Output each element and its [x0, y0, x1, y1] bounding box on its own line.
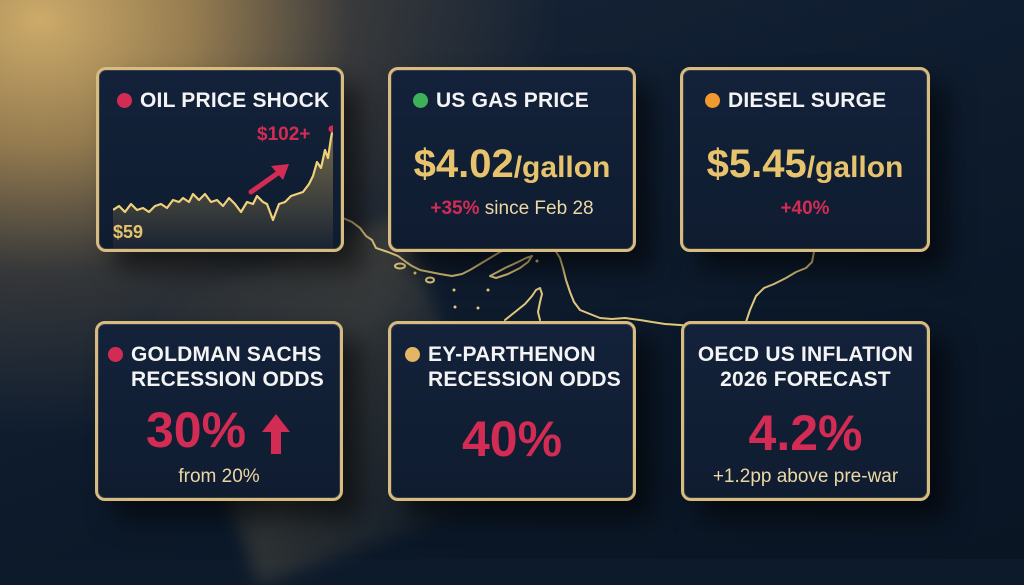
- red-dot-icon: [108, 347, 123, 362]
- title-line-1: EY-PARTHENON: [428, 343, 596, 366]
- orange-dot-icon: [705, 93, 720, 108]
- change-suffix: since Feb 28: [479, 198, 594, 219]
- red-dot-icon: [117, 93, 132, 108]
- card-header: EY-PARTHENON RECESSION ODDS: [405, 342, 621, 392]
- card-title: EY-PARTHENON RECESSION ODDS: [428, 342, 621, 392]
- title-line-2: 2026 FORECAST: [720, 368, 891, 391]
- green-dot-icon: [413, 93, 428, 108]
- ey-parthenon-recession-card: EY-PARTHENON RECESSION ODDS 40%: [388, 321, 636, 501]
- card-title: DIESEL SURGE: [728, 89, 887, 112]
- card-title: GOLDMAN SACHS RECESSION ODDS: [131, 342, 324, 392]
- card-header: OIL PRICE SHOCK: [117, 88, 329, 113]
- card-header: DIESEL SURGE: [705, 88, 886, 113]
- change-percent: +35%: [430, 198, 480, 219]
- price-amount: $5.45: [706, 142, 807, 186]
- gas-price-change: +35% since Feb 28: [391, 198, 633, 220]
- diesel-price-change: +40%: [780, 198, 830, 219]
- card-title: US GAS PRICE: [436, 89, 589, 112]
- title-line-1: GOLDMAN SACHS: [131, 343, 322, 366]
- price-unit: /gallon: [513, 151, 611, 184]
- diesel-price-value: $5.45/gallon: [683, 142, 927, 187]
- chart-end-label: $102+: [257, 124, 311, 145]
- title-line-2: RECESSION ODDS: [428, 368, 621, 391]
- oil-price-shock-card: OIL PRICE SHOCK $102+ $59: [96, 67, 344, 252]
- trend-up-arrow-icon: [248, 164, 289, 195]
- card-header: US GAS PRICE: [413, 88, 589, 113]
- gas-price-value: $4.02/gallon: [391, 142, 633, 187]
- card-title: OIL PRICE SHOCK: [140, 89, 330, 112]
- recession-odds-value: 30%: [98, 402, 340, 458]
- card-header: OECD US INFLATION 2026 FORECAST: [684, 342, 927, 392]
- chart-end-point: [328, 125, 333, 133]
- arrow-up-icon: [261, 413, 290, 454]
- goldman-sachs-recession-card: GOLDMAN SACHS RECESSION ODDS 30% from 20…: [95, 321, 343, 501]
- price-amount: $4.02: [413, 142, 514, 186]
- chart-start-label: $59: [113, 222, 144, 242]
- gold-dot-icon: [405, 347, 420, 362]
- price-unit: /gallon: [806, 151, 904, 184]
- title-line-1: OECD US INFLATION: [697, 343, 914, 366]
- chart-line: [113, 127, 333, 222]
- card-title: OECD US INFLATION 2026 FORECAST: [698, 342, 913, 392]
- recession-odds-value: 40%: [461, 411, 563, 467]
- card-header: GOLDMAN SACHS RECESSION ODDS: [108, 342, 324, 392]
- title-line-2: RECESSION ODDS: [131, 368, 324, 391]
- inflation-forecast-note: +1.2pp above pre-war: [712, 466, 899, 487]
- us-gas-price-card: US GAS PRICE $4.02/gallon +35% since Feb…: [388, 67, 636, 252]
- odds-note: from 20%: [178, 466, 260, 487]
- odds-percent: 30%: [146, 402, 247, 458]
- chart-area: [113, 128, 333, 250]
- diesel-surge-card: DIESEL SURGE $5.45/gallon +40%: [680, 67, 930, 252]
- oecd-inflation-forecast-card: OECD US INFLATION 2026 FORECAST 4.2% +1.…: [681, 321, 930, 501]
- oil-price-chart: [113, 125, 333, 250]
- inflation-forecast-value: 4.2%: [748, 405, 863, 461]
